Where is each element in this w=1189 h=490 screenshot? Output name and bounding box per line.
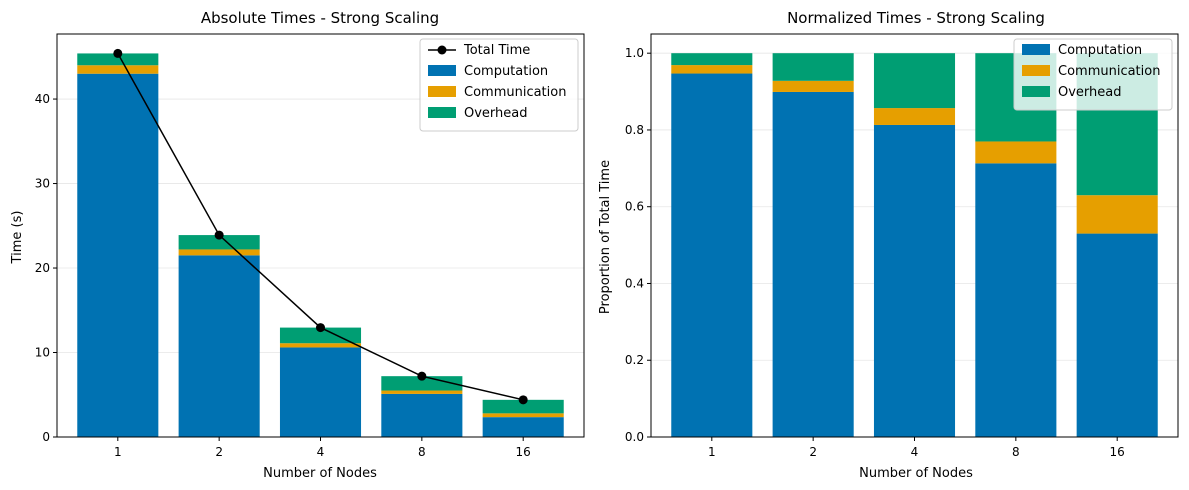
bar-communication-2 <box>178 249 260 256</box>
y-tick-label: 0.6 <box>625 200 644 214</box>
bar-computation-4 <box>279 347 362 437</box>
bar-overhead-4 <box>279 327 362 344</box>
line-layer <box>113 48 528 405</box>
bar-communication-8 <box>381 390 463 394</box>
legend-swatch <box>428 86 456 97</box>
bar-computation-1 <box>671 73 753 437</box>
y-tick-label: 0.0 <box>625 430 644 444</box>
total-time-marker <box>316 323 325 333</box>
bar-overhead-16 <box>482 399 564 414</box>
y-tick-label: 0.4 <box>625 276 644 290</box>
x-tick-label: 1 <box>708 445 716 459</box>
x-tick-label: 1 <box>114 445 122 459</box>
normalized-times-chart: Normalized Times - Strong Scaling Number… <box>598 9 1179 481</box>
x-tick-label: 16 <box>1110 445 1125 459</box>
legend-label: Communication <box>1058 64 1160 79</box>
legend-label: Communication <box>464 85 566 100</box>
bar-computation-16 <box>1076 233 1158 437</box>
legend-label: Computation <box>1058 43 1142 58</box>
legend-swatch <box>1022 65 1050 76</box>
bar-communication-1 <box>77 65 159 74</box>
y-tick-label: 1.0 <box>625 46 644 60</box>
x-tick-label: 4 <box>317 445 325 459</box>
x-tick-label: 4 <box>911 445 919 459</box>
y-tick-label: 30 <box>35 177 50 191</box>
total-time-marker <box>417 371 427 381</box>
legend-swatch <box>1022 86 1050 97</box>
bars-layer <box>671 53 1158 438</box>
plot-frame <box>56 33 585 438</box>
ticks-layer: 0.0 0.2 0.4 0.6 0.8 1.0 1 2 4 8 16 <box>625 46 1125 459</box>
y-axis-label: Time (s) <box>10 211 25 265</box>
x-tick-label: 2 <box>215 445 223 459</box>
bar-computation-8 <box>381 393 463 437</box>
y-tick-label: 0.8 <box>625 123 644 137</box>
bar-overhead-8 <box>381 376 463 391</box>
chart-title: Absolute Times - Strong Scaling <box>201 9 439 27</box>
legend-swatch <box>428 107 456 118</box>
bar-communication-1 <box>671 65 753 74</box>
y-tick-label: 0.2 <box>625 353 644 367</box>
x-tick-label: 8 <box>418 445 426 459</box>
bar-computation-16 <box>482 417 564 437</box>
total-time-marker <box>214 230 224 240</box>
legend-label: Overhead <box>464 106 528 121</box>
x-tick-label: 8 <box>1012 445 1020 459</box>
y-tick-label: 40 <box>35 92 50 106</box>
bar-overhead-1 <box>671 53 753 66</box>
y-tick-label: 20 <box>35 261 50 275</box>
bar-communication-4 <box>279 343 362 348</box>
chart-title: Normalized Times - Strong Scaling <box>787 9 1045 27</box>
x-tick-label: 16 <box>516 445 531 459</box>
bar-communication-16 <box>482 413 564 418</box>
bar-computation-8 <box>975 163 1057 437</box>
plot-frame <box>650 33 1179 438</box>
bars-layer <box>77 53 564 438</box>
bar-communication-2 <box>772 80 854 92</box>
legend-label: Total Time <box>463 43 530 58</box>
total-time-marker <box>518 395 528 405</box>
bar-communication-4 <box>873 108 956 125</box>
legend-label: Overhead <box>1058 85 1122 100</box>
bar-overhead-1 <box>77 53 159 66</box>
legend: Computation Communication Overhead <box>1013 38 1173 111</box>
y-tick-label: 0 <box>42 430 50 444</box>
bar-overhead-2 <box>178 235 260 250</box>
bar-communication-16 <box>1076 195 1158 234</box>
bar-overhead-4 <box>873 53 956 109</box>
y-tick-label: 10 <box>35 346 50 360</box>
ticks-layer: 0 10 20 30 40 1 2 4 8 16 <box>35 92 531 459</box>
bar-communication-8 <box>975 141 1057 164</box>
bar-computation-4 <box>873 124 956 437</box>
bar-computation-1 <box>77 73 159 438</box>
absolute-times-chart: Absolute Times - Strong Scaling Number o… <box>10 9 585 481</box>
total-time-marker <box>113 48 123 58</box>
x-tick-label: 2 <box>809 445 817 459</box>
legend: Total Time Computation Communication Overhe… <box>419 38 579 132</box>
legend-swatch <box>428 65 456 76</box>
bar-computation-2 <box>772 91 854 438</box>
x-axis-label: Number of Nodes <box>263 466 377 481</box>
y-axis-label: Proportion of Total Time <box>598 160 613 314</box>
legend-label: Computation <box>464 64 548 79</box>
bar-overhead-2 <box>772 53 854 81</box>
legend-swatch <box>1022 44 1050 55</box>
legend-box <box>419 38 579 132</box>
legend-box <box>1013 38 1173 111</box>
x-axis-label: Number of Nodes <box>859 466 973 481</box>
bar-computation-2 <box>178 255 260 437</box>
legend-marker-swatch <box>437 45 447 55</box>
